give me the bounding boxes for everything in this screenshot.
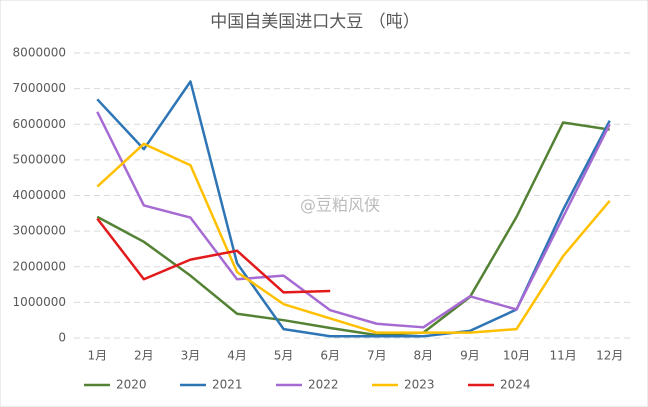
y-tick-label: 2000000 (13, 259, 66, 273)
x-tick-label: 11月 (549, 349, 576, 363)
line-series (96, 217, 331, 294)
chart-title: 中国自美国进口大豆 （吨） (210, 12, 419, 32)
x-tick-label: 10月 (503, 349, 530, 363)
y-tick-label: 4000000 (13, 188, 66, 202)
y-tick-label: 8000000 (13, 46, 66, 60)
legend-label: 2024 (500, 378, 531, 392)
x-tick-label: 8月 (414, 349, 434, 363)
x-tick-label: 1月 (87, 349, 107, 363)
legend-label: 2020 (116, 378, 147, 392)
y-tick-label: 1000000 (13, 295, 66, 309)
x-tick-label: 6月 (320, 349, 340, 363)
x-tick-label: 7月 (367, 349, 387, 363)
y-tick-label: 7000000 (13, 81, 66, 95)
legend-label: 2021 (212, 378, 243, 392)
x-tick-label: 9月 (460, 349, 480, 363)
legend-label: 2023 (404, 378, 435, 392)
y-tick-label: 5000000 (13, 152, 66, 166)
y-tick-label: 3000000 (13, 224, 66, 238)
line-series (96, 142, 611, 334)
x-tick-label: 2月 (134, 349, 154, 363)
x-tick-label: 4月 (227, 349, 247, 363)
x-tick-label: 5月 (274, 349, 294, 363)
x-tick-label: 12月 (596, 349, 623, 363)
y-tick-label: 0 (58, 331, 66, 345)
line-series (96, 111, 611, 329)
legend-label: 2022 (308, 378, 339, 392)
line-series (96, 121, 610, 337)
x-tick-label: 3月 (181, 349, 201, 363)
watermark: @豆粕风侠 (300, 196, 380, 215)
y-tick-label: 6000000 (13, 117, 66, 131)
